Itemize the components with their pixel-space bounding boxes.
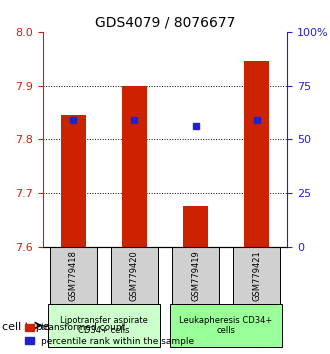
FancyBboxPatch shape bbox=[172, 247, 219, 304]
Bar bbox=[61, 115, 86, 247]
Text: Leukapheresis CD34+
cells: Leukapheresis CD34+ cells bbox=[180, 316, 273, 335]
Bar bbox=[122, 86, 147, 247]
Bar bbox=[244, 61, 269, 247]
FancyBboxPatch shape bbox=[233, 247, 280, 304]
Text: GSM779421: GSM779421 bbox=[252, 250, 261, 301]
Text: GSM779418: GSM779418 bbox=[69, 250, 78, 301]
Text: GSM779419: GSM779419 bbox=[191, 250, 200, 301]
Text: cell type: cell type bbox=[2, 322, 49, 332]
Bar bbox=[183, 206, 208, 247]
FancyBboxPatch shape bbox=[170, 304, 282, 347]
FancyBboxPatch shape bbox=[111, 247, 158, 304]
Legend: transformed count, percentile rank within the sample: transformed count, percentile rank withi… bbox=[21, 320, 198, 349]
FancyBboxPatch shape bbox=[50, 247, 97, 304]
Text: Lipotransfer aspirate
CD34+ cells: Lipotransfer aspirate CD34+ cells bbox=[60, 316, 148, 335]
Title: GDS4079 / 8076677: GDS4079 / 8076677 bbox=[95, 15, 235, 29]
Text: GSM779420: GSM779420 bbox=[130, 250, 139, 301]
FancyBboxPatch shape bbox=[48, 304, 160, 347]
